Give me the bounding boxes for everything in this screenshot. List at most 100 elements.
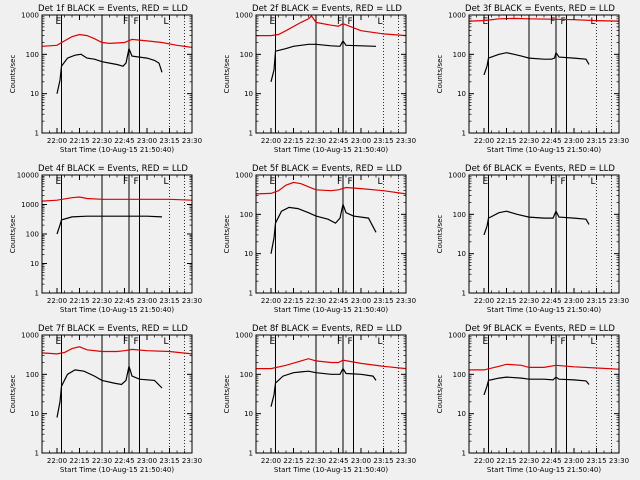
interval-marker: E [56,337,62,347]
y-tick-label: 10 [244,410,253,418]
x-tick-label: 22:45 [114,137,134,145]
interval-marker: L [591,17,596,27]
x-axis-label: Start Time (10-Aug-15 21:50:40) [487,466,601,474]
y-tick-label: 1000 [235,172,253,180]
series-events [56,363,163,418]
y-axis-label: Counts/sec [9,375,17,414]
x-tick-label: 22:00 [47,457,67,465]
x-tick-label: 22:15 [283,297,303,305]
y-axis-label: Counts/sec [436,55,444,94]
series-events [483,209,590,236]
interval-marker: E [483,337,489,347]
x-axis-label: Start Time (10-Aug-15 21:50:40) [487,306,601,314]
interval-marker: E [270,17,276,27]
x-tick-label: 22:45 [328,297,348,305]
panel-9: Det 9f BLACK = Events, RED = LLD E F F L 1 10 1… [436,324,629,474]
y-tick-label: 10 [457,410,466,418]
interval-marker: E [270,177,276,187]
series-events [270,202,377,254]
x-tick-label: 23:15 [586,297,606,305]
y-tick-label: 1 [462,130,466,138]
plot-frame [41,174,193,294]
interval-marker: F [337,337,342,347]
interval-marker: F [348,337,353,347]
interval-marker: F [550,337,555,347]
x-tick-label: 23:15 [159,297,179,305]
interval-marker: L [591,177,596,187]
x-tick-label: 23:15 [373,297,393,305]
x-tick-label: 22:00 [261,137,281,145]
interval-marker: L [164,177,169,187]
y-tick-label: 10 [30,260,39,268]
x-tick-label: 22:00 [474,137,494,145]
y-tick-label: 1 [35,290,39,298]
interval-marker: F [348,177,353,187]
plot-frame [468,14,620,134]
series-lld [42,346,192,355]
x-tick-label: 22:30 [92,297,112,305]
panel-3: Det 3f BLACK = Events, RED = LLD E F F L 1 10 1… [436,4,629,154]
interval-marker: L [378,177,383,187]
x-axis-label: Start Time (10-Aug-15 21:50:40) [60,146,174,154]
x-tick-label: 23:30 [182,137,202,145]
x-tick-label: 22:30 [519,137,539,145]
panel-title: Det 2f BLACK = Events, RED = LLD [252,4,402,14]
interval-marker: F [550,177,555,187]
x-tick-label: 23:00 [137,137,157,145]
interval-marker: F [337,177,342,187]
x-tick-label: 23:30 [396,457,416,465]
x-axis-label: Start Time (10-Aug-15 21:50:40) [60,306,174,314]
panel-title: Det 5f BLACK = Events, RED = LLD [252,164,402,174]
series-events [56,46,163,94]
plot-frame [255,334,407,454]
y-tick-label: 10000 [17,172,39,180]
series-lld [256,358,406,370]
x-axis-label: Start Time (10-Aug-15 21:50:40) [487,146,601,154]
plot-frame [468,334,620,454]
x-tick-label: 23:15 [159,457,179,465]
x-tick-label: 22:30 [519,457,539,465]
plot-frame [468,174,620,294]
x-axis-label: Start Time (10-Aug-15 21:50:40) [274,306,388,314]
interval-marker: F [348,17,353,27]
x-tick-label: 22:15 [496,297,516,305]
y-tick-label: 1 [35,130,39,138]
x-tick-label: 23:30 [182,297,202,305]
x-tick-label: 23:30 [396,297,416,305]
panel-8: Det 8f BLACK = Events, RED = LLD E F F L 1 10 1… [223,324,416,474]
x-tick-label: 23:00 [564,137,584,145]
interval-marker: F [561,177,566,187]
y-tick-label: 1000 [235,12,253,20]
panel-6: Det 6f BLACK = Events, RED = LLD E F F L 1 10 1… [436,164,629,314]
x-tick-label: 22:30 [519,297,539,305]
x-tick-label: 22:15 [496,457,516,465]
interval-marker: F [550,17,555,27]
x-tick-label: 22:15 [283,457,303,465]
x-tick-label: 23:00 [564,457,584,465]
interval-marker: L [378,337,383,347]
series-lld [42,196,192,202]
x-tick-label: 22:30 [306,297,326,305]
y-tick-label: 1 [462,450,466,458]
y-tick-label: 1 [249,450,253,458]
x-tick-label: 23:30 [609,457,629,465]
series-lld [256,181,406,195]
x-tick-label: 23:30 [396,137,416,145]
interval-marker: L [591,337,596,347]
interval-marker: L [378,17,383,27]
interval-marker: L [164,17,169,27]
series-events [483,51,590,76]
y-tick-label: 10 [30,90,39,98]
x-tick-label: 22:45 [114,297,134,305]
interval-marker: E [483,17,489,27]
y-tick-label: 1 [35,450,39,458]
series-lld [256,15,406,37]
y-tick-label: 10 [244,250,253,258]
y-tick-label: 100 [453,51,466,59]
plot-frame [255,174,407,294]
x-tick-label: 22:45 [541,297,561,305]
y-axis-label: Counts/sec [9,55,17,94]
y-axis-label: Counts/sec [223,375,231,414]
interval-marker: F [123,17,128,27]
x-tick-label: 23:15 [373,137,393,145]
